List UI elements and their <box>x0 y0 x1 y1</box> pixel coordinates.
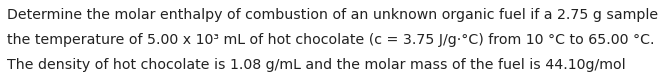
Text: The density of hot chocolate is 1.08 g/mL and the molar mass of the fuel is 44.1: The density of hot chocolate is 1.08 g/m… <box>7 58 625 72</box>
Text: Determine the molar enthalpy of combustion of an unknown organic fuel if a 2.75 : Determine the molar enthalpy of combusti… <box>7 8 661 22</box>
Text: the temperature of 5.00 x 10³ mL of hot chocolate (c = 3.75 J/g·°C) from 10 °C t: the temperature of 5.00 x 10³ mL of hot … <box>7 33 654 47</box>
